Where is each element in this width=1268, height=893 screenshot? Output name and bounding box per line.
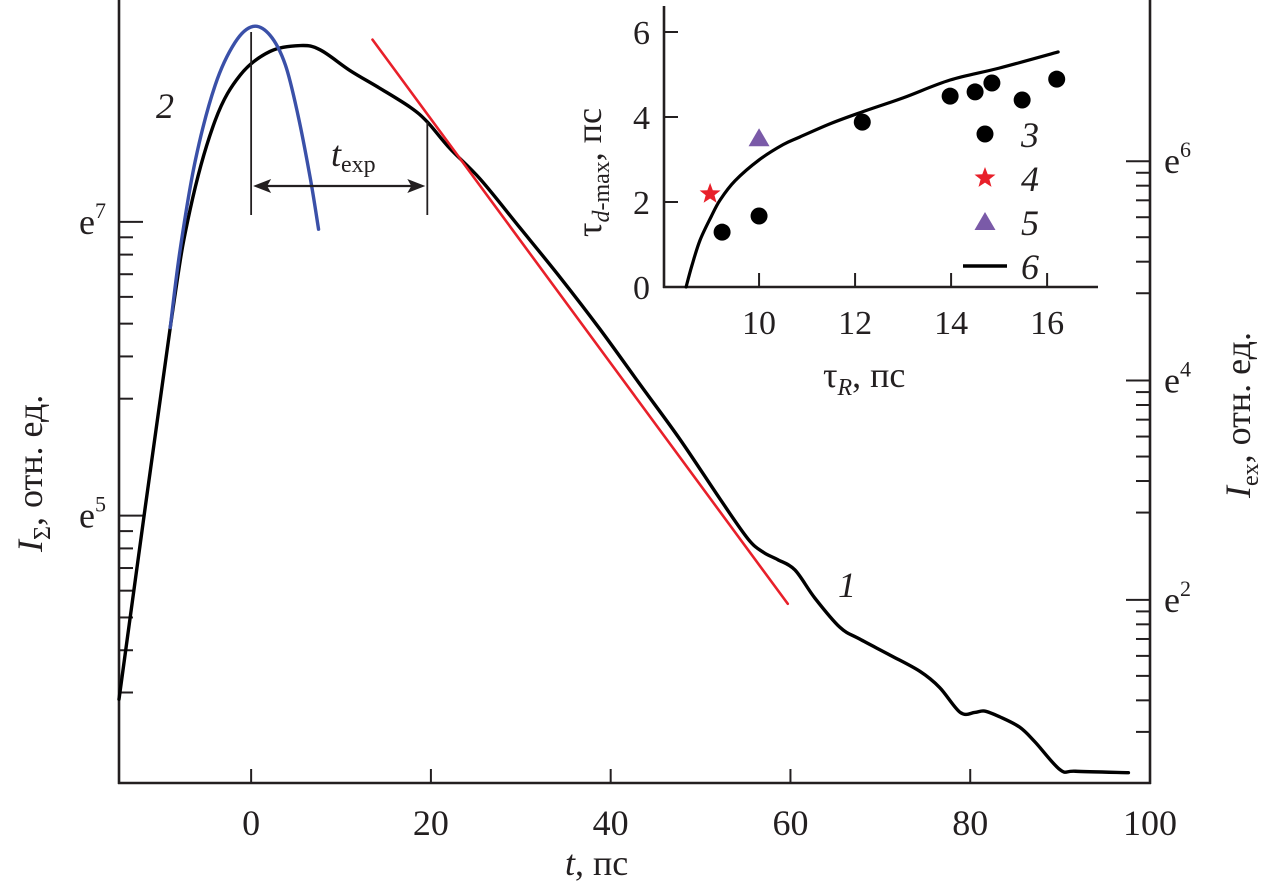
legend-label-5: 5 [1021,203,1039,243]
legend-label-4: 4 [1021,159,1039,199]
inset-series-3-point [1013,91,1031,109]
main-x-tick-label: 0 [242,803,260,843]
main-y-right-label-sub: ex [1238,463,1264,486]
tick-base: e [1164,141,1180,181]
inset-y-label-sub: d [589,210,615,223]
tick-exponent: 5 [95,492,106,517]
curve-2-excitation [168,24,321,330]
main-y-left-label-main: I [10,538,50,553]
inset-series-3-point [713,223,731,241]
tick-base: e [1164,361,1180,401]
t-exp-sub: exp [341,152,376,178]
t-exp-arrowhead-left [253,179,272,193]
main-x-tick-label: 100 [1123,803,1177,843]
tick-exponent: 7 [95,198,106,223]
inset-x-tick-label: 12 [838,305,872,342]
main-y-left-tick-label: e5 [79,492,106,536]
tick-exponent: 2 [1180,576,1191,601]
main-x-tick-label: 60 [772,803,808,843]
tick-base: e [1164,580,1180,620]
main-y-right-label-main: I [1218,484,1258,499]
main-x-ticks: 0 20 40 60 80 100 [242,769,1177,843]
curve-label-1: 1 [838,565,856,605]
main-y-left-axis-label: IΣ, отн. ед. [10,395,56,553]
inset-y-tick-label: 0 [633,270,650,307]
main-series [117,24,1131,775]
inset-series-3-point [853,113,871,131]
inset-y-axis-label: τd-max, пс [569,108,615,237]
inset-x-label-main: τ [823,355,837,395]
legend-label-6: 6 [1021,247,1039,287]
inset-y-label-main: τ [569,223,609,237]
inset-y-tick-label: 2 [633,185,650,222]
main-y-left-label-sub: Σ [30,526,56,540]
tick-exponent: 6 [1180,137,1191,162]
t-exp-label: texp [331,134,376,178]
inset-series [684,50,1066,289]
t-exp-annotation: texp [250,32,429,215]
tick-base: e [79,496,95,536]
inset-y-label-sub-rest: -max [589,161,615,210]
inset-x-ticks: 10 12 14 16 [742,273,1064,342]
main-y-right-label-unit: , отн. ед. [1218,332,1258,463]
inset-series-3-point [1048,70,1066,88]
inset-y-tick-label: 6 [633,15,650,52]
inset-series-3-point [941,87,959,105]
legend-marker-3 [976,125,994,143]
t-exp-arrowhead-right [407,179,426,193]
inset-series-5-point [748,128,770,147]
inset-y-tick-label: 4 [633,100,650,137]
curve-label-2: 2 [156,86,174,126]
main-y-right-axis-label: Iex, отн. ед. [1218,332,1264,499]
tick-base: e [79,202,95,242]
inset-x-tick-label: 14 [934,305,968,342]
inset-series-3-point [983,74,1001,92]
main-y-right-tick-label: e4 [1164,357,1191,401]
main-x-axis-label: t, пс [565,843,628,883]
main-y-left-tick-label: e7 [79,198,106,242]
curve-1-total-intensity [117,43,1131,775]
inset-x-label-unit: , пс [852,355,905,395]
main-y-right-tick-label: e2 [1164,576,1191,620]
inset-y-ticks: 0 2 4 6 [633,15,678,307]
main-x-tick-label: 20 [413,803,449,843]
main-x-axis-label-main: t [565,843,576,883]
inset-x-tick-label: 10 [742,305,776,342]
main-y-right-tick-label: e6 [1164,137,1191,181]
legend-marker-4 [974,167,996,187]
legend-label-3: 3 [1020,115,1039,155]
inset-x-axis-label: τR, пс [823,355,905,401]
main-y-left-label-unit: , отн. ед. [10,395,50,526]
inset-y-label-unit: , пс [569,108,609,161]
inset-series-6-curve [684,50,1060,289]
inset-series-3-point [966,83,984,101]
inset-x-label-sub: R [836,375,852,401]
legend-marker-5 [974,212,996,230]
inset-series-3-point [750,207,768,225]
exp-fit-line [371,38,790,606]
tick-exponent: 4 [1180,357,1191,382]
inset-x-tick-label: 16 [1030,305,1064,342]
t-exp-main: t [331,134,342,174]
main-x-axis-label-unit: , пс [575,843,628,883]
main-x-tick-label: 40 [593,803,629,843]
main-x-tick-label: 80 [952,803,988,843]
inset-series-4-point [699,182,721,203]
